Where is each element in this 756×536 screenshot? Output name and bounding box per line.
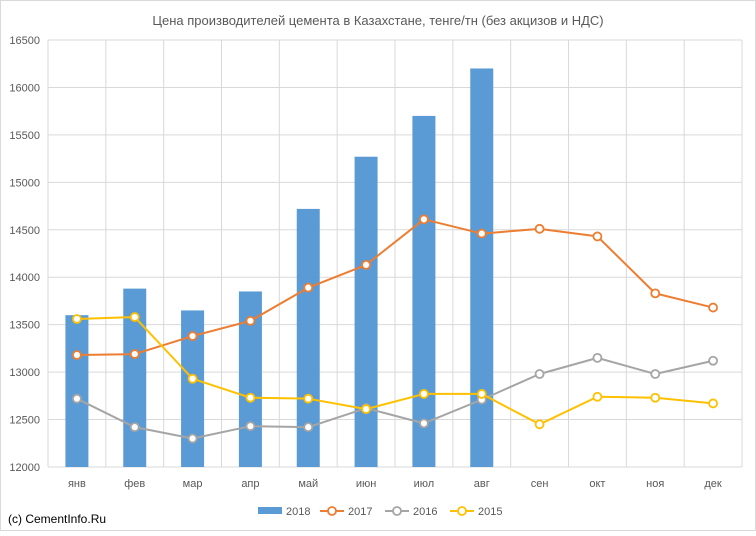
point-2016-сен xyxy=(534,369,545,379)
point-2015-авг xyxy=(476,389,487,399)
point-2015-мар xyxy=(187,373,198,384)
bar-2018-мар xyxy=(181,310,205,467)
point-2015-окт xyxy=(592,391,603,402)
x-tick-label: фев xyxy=(124,478,145,490)
y-tick-label: 14500 xyxy=(9,225,40,237)
x-tick-label: апр xyxy=(241,478,259,490)
y-tick-label: 12000 xyxy=(9,462,40,474)
legend-item-2015: 2015 xyxy=(450,506,502,518)
point-2017-апр xyxy=(245,315,256,326)
bar-2018-янв xyxy=(65,315,89,467)
legend-label: 2018 xyxy=(286,506,310,518)
line-2016 xyxy=(76,356,714,440)
legend-marker xyxy=(392,506,402,516)
point-2016-мар xyxy=(187,433,198,444)
line-2015 xyxy=(76,316,714,426)
point-2016-окт xyxy=(592,352,603,363)
point-2017-янв xyxy=(72,350,82,360)
y-axis-tick-labels: 12000 12500 13000 13500 14000 14500 15000 15500… xyxy=(9,35,40,474)
line-series-2016 xyxy=(72,352,718,444)
x-tick-label: сен xyxy=(531,478,549,490)
point-2017-дек xyxy=(708,302,718,313)
y-tick-label: 16000 xyxy=(9,82,40,94)
point-2015-июл xyxy=(419,389,429,399)
legend-item-2018: 2018 xyxy=(258,506,310,518)
point-2016-июл xyxy=(419,418,429,429)
x-tick-label: июл xyxy=(414,478,435,490)
y-tick-label: 15500 xyxy=(9,130,40,142)
x-tick-label: мар xyxy=(183,478,203,490)
grid-lines xyxy=(47,39,743,468)
legend-label: 2015 xyxy=(478,506,502,518)
point-2016-дек xyxy=(708,355,718,366)
bar-2018-фев xyxy=(123,288,147,467)
point-2015-июн xyxy=(361,404,371,415)
point-2015-янв xyxy=(72,314,82,324)
legend-marker xyxy=(457,506,467,516)
x-tick-label: дек xyxy=(704,478,722,490)
legend-item-2017: 2017 xyxy=(320,506,372,518)
bar-2018-июл xyxy=(412,115,436,468)
legend-swatch xyxy=(258,507,282,514)
point-2015-май xyxy=(303,393,314,404)
bar-2018-июн xyxy=(354,156,378,468)
point-2017-ноя xyxy=(650,288,661,299)
x-axis-tick-labels: янв фев мар апр май июн июл авг сен окт ноя дек xyxy=(68,478,722,490)
point-2017-авг xyxy=(476,228,487,239)
point-2015-апр xyxy=(245,392,256,403)
legend-item-2016: 2016 xyxy=(385,506,437,518)
x-tick-label: авг xyxy=(474,478,490,490)
bar-2018-авг xyxy=(470,68,494,467)
point-2016-янв xyxy=(72,393,82,404)
point-2016-май xyxy=(303,422,314,433)
legend: 2018 2017 2016 2015 xyxy=(258,506,502,518)
y-tick-label: 14000 xyxy=(9,272,40,284)
point-2016-ноя xyxy=(650,369,661,379)
point-2017-июн xyxy=(361,259,371,270)
line-series-2017 xyxy=(72,214,718,360)
y-tick-label: 16500 xyxy=(9,35,40,47)
x-tick-label: май xyxy=(298,478,318,490)
line-series-2015 xyxy=(72,312,718,430)
y-tick-label: 15000 xyxy=(9,177,40,189)
point-2015-ноя xyxy=(650,392,661,403)
point-2017-фев xyxy=(129,349,140,359)
legend-marker xyxy=(327,506,337,516)
y-tick-label: 12500 xyxy=(9,415,40,427)
point-2017-окт xyxy=(592,231,603,242)
point-2015-дек xyxy=(708,398,718,409)
line-2017 xyxy=(76,218,714,357)
watermark-text: (c) CementInfo.Ru xyxy=(8,512,106,526)
point-2017-сен xyxy=(534,223,545,234)
bar-2018-апр xyxy=(238,291,262,467)
x-tick-label: июн xyxy=(356,478,376,490)
point-2017-июл xyxy=(419,214,429,225)
bar-2018-май xyxy=(296,208,320,467)
legend-label: 2017 xyxy=(348,506,372,518)
point-2015-сен xyxy=(534,419,545,430)
x-tick-label: окт xyxy=(589,478,605,490)
point-2017-май xyxy=(303,282,314,293)
x-tick-label: ноя xyxy=(646,478,664,490)
point-2016-фев xyxy=(129,422,140,433)
line-series xyxy=(72,214,718,444)
chart-title: Цена производителей цемента в Казахстане… xyxy=(152,13,603,28)
point-2017-мар xyxy=(187,331,198,341)
x-tick-label: янв xyxy=(68,478,86,490)
y-tick-label: 13500 xyxy=(9,320,40,332)
bar-series xyxy=(65,68,494,468)
y-tick-label: 13000 xyxy=(9,367,40,379)
legend-label: 2016 xyxy=(413,506,437,518)
point-2015-фев xyxy=(129,312,140,322)
point-2016-апр xyxy=(245,421,256,432)
